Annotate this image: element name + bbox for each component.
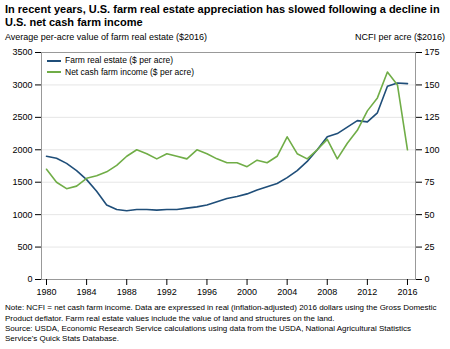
html-text:Note: NCFI = net cash farm inc: Note: NCFI = net cash farm income. Data … [5, 303, 437, 323]
svg-text:1996: 1996 [197, 287, 217, 297]
svg-text:2000: 2000 [237, 287, 257, 297]
html-text:In recent years, U.S. farm rea: In recent years, U.S. farm real estate a… [5, 3, 440, 29]
svg-text:125: 125 [425, 112, 440, 122]
html-text:Average per-acre value of farm: Average per-acre value of farm real esta… [5, 32, 207, 43]
svg-text:25: 25 [425, 242, 435, 252]
svg-text:75: 75 [425, 177, 435, 187]
svg-text:1988: 1988 [117, 287, 137, 297]
html-text:Net cash farm income ($ per ac: Net cash farm income ($ per acre) [65, 66, 194, 77]
html-text:Farm real estate ($ per acre): Farm real estate ($ per acre) [65, 55, 174, 66]
svg-text:175: 175 [425, 48, 440, 58]
svg-text:0: 0 [425, 275, 430, 285]
svg-text:1992: 1992 [157, 287, 177, 297]
svg-text:50: 50 [425, 210, 435, 220]
svg-text:100: 100 [425, 145, 440, 155]
svg-text:2016: 2016 [397, 287, 417, 297]
svg-text:2000: 2000 [12, 145, 32, 155]
svg-text:2008: 2008 [317, 287, 337, 297]
html-text:Source: USDA, Economic Researc: Source: USDA, Economic Research Service … [5, 324, 411, 344]
html-text:NCFI per acre ($2016): NCFI per acre ($2016) [355, 32, 445, 43]
svg-text:1980: 1980 [36, 287, 56, 297]
svg-text:2500: 2500 [12, 112, 32, 122]
svg-text:2004: 2004 [277, 287, 297, 297]
svg-text:150: 150 [425, 80, 440, 90]
svg-text:3500: 3500 [12, 48, 32, 58]
svg-text:3000: 3000 [12, 80, 32, 90]
svg-text:0: 0 [27, 275, 32, 285]
svg-text:1984: 1984 [77, 287, 97, 297]
svg-text:1500: 1500 [12, 177, 32, 187]
svg-text:500: 500 [17, 242, 32, 252]
svg-text:1000: 1000 [12, 210, 32, 220]
svg-text:2012: 2012 [357, 287, 377, 297]
